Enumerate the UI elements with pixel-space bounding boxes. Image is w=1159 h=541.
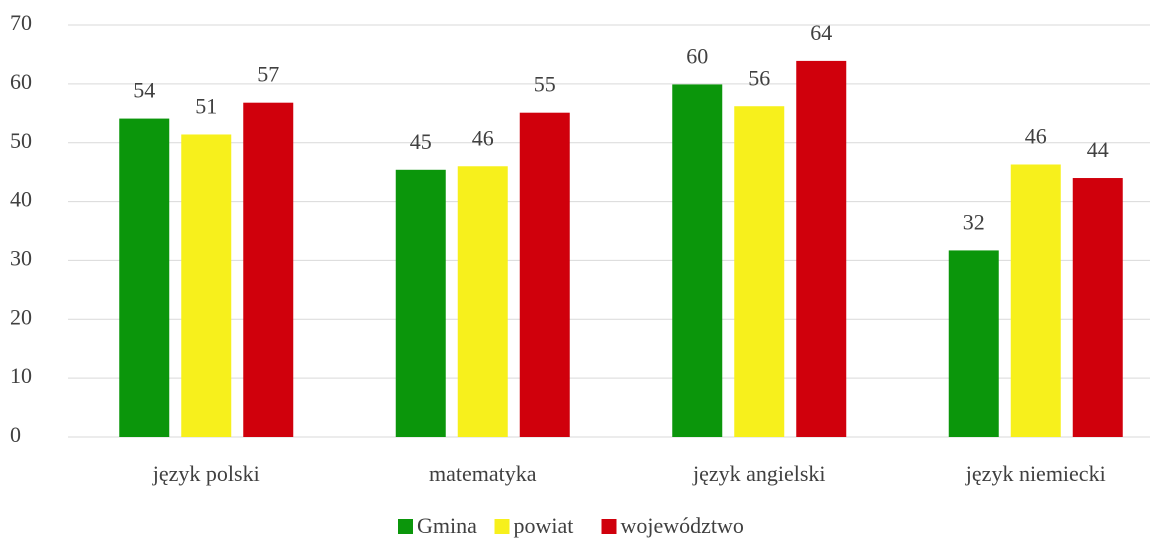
data-label: 44 bbox=[1087, 137, 1109, 162]
data-label: 56 bbox=[748, 65, 770, 90]
legend-label: powiat bbox=[514, 513, 574, 538]
x-tick-label: język angielski bbox=[692, 461, 826, 486]
bar bbox=[672, 84, 723, 438]
bar bbox=[119, 118, 170, 437]
y-tick-label: 50 bbox=[10, 128, 32, 153]
data-label: 32 bbox=[963, 209, 985, 234]
y-tick-label: 60 bbox=[10, 69, 32, 94]
legend-swatch bbox=[601, 519, 617, 534]
y-tick-label: 10 bbox=[10, 363, 32, 388]
bar bbox=[243, 102, 294, 437]
x-tick-label: matematyka bbox=[429, 461, 537, 486]
bar bbox=[948, 250, 999, 437]
bar bbox=[519, 112, 570, 437]
bar bbox=[457, 166, 508, 437]
data-label: 45 bbox=[410, 129, 432, 154]
data-label: 64 bbox=[810, 20, 832, 45]
x-tick-label: język niemiecki bbox=[965, 461, 1106, 486]
data-label: 57 bbox=[257, 62, 279, 87]
bar bbox=[181, 134, 232, 437]
y-tick-label: 20 bbox=[10, 304, 32, 329]
bar bbox=[796, 60, 847, 437]
bar bbox=[734, 106, 785, 438]
y-tick-label: 30 bbox=[10, 245, 32, 270]
data-label: 60 bbox=[686, 43, 708, 68]
legend-swatch bbox=[398, 519, 413, 534]
data-label: 51 bbox=[195, 94, 217, 119]
y-tick-label: 0 bbox=[10, 422, 21, 447]
bar bbox=[395, 169, 446, 437]
data-label: 46 bbox=[472, 125, 494, 150]
data-label: 46 bbox=[1025, 124, 1047, 149]
bar bbox=[1072, 178, 1123, 437]
y-tick-label: 70 bbox=[10, 10, 32, 35]
data-label: 54 bbox=[133, 78, 155, 103]
data-label: 55 bbox=[534, 72, 556, 97]
x-tick-label: język polski bbox=[152, 461, 260, 486]
legend-label: Gmina bbox=[417, 513, 477, 538]
bar bbox=[1010, 164, 1061, 437]
y-tick-label: 40 bbox=[10, 187, 32, 212]
legend-swatch bbox=[494, 519, 510, 534]
legend-label: województwo bbox=[621, 513, 744, 538]
